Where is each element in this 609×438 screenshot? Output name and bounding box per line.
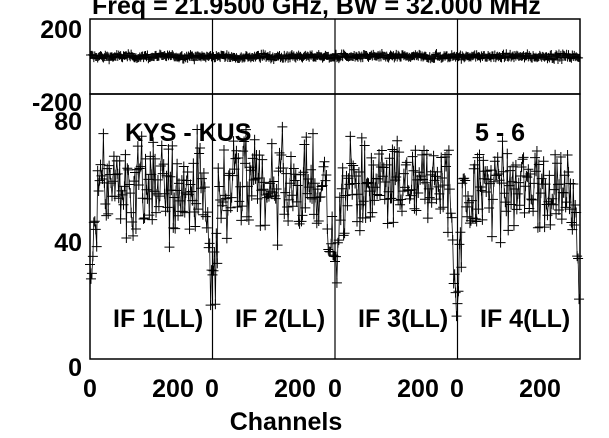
xtick-label: 0	[450, 375, 464, 403]
xtick-label: 0	[83, 375, 97, 403]
amp-ytick-0: 0	[68, 354, 82, 382]
if-label: IF 3(LL)	[358, 305, 448, 333]
baseline-label: KYS - KUS	[125, 119, 251, 147]
phase-point	[557, 56, 566, 65]
if-label: IF 1(LL)	[113, 305, 203, 333]
amp-series-line	[334, 136, 457, 317]
xtick-label: 200	[152, 375, 194, 403]
amp-ytick-80: 80	[54, 108, 82, 136]
xtick-label: 0	[205, 375, 219, 403]
phase-ytick-200: 200	[40, 16, 82, 44]
phase-point	[575, 53, 584, 62]
amp-series-line	[89, 129, 212, 306]
phase-series	[86, 48, 584, 65]
antenna-label: 5 - 6	[475, 119, 525, 147]
x-axis-label: Channels	[230, 408, 343, 436]
amp-series-line	[212, 126, 335, 305]
xtick-label: 200	[397, 375, 439, 403]
amp-ytick-40: 40	[54, 229, 82, 257]
xtick-label: 200	[274, 375, 316, 403]
if-label: IF 4(LL)	[480, 305, 570, 333]
phase-ytick-neg200: -200	[32, 89, 82, 117]
xtick-label: 0	[328, 375, 342, 403]
chart-title: Freq = 21.9500 GHz, BW = 32.000 MHz	[92, 0, 541, 20]
if-label: IF 2(LL)	[235, 305, 325, 333]
amplitude-series	[85, 121, 585, 322]
phase-point	[573, 53, 582, 62]
amp-series-line	[457, 141, 580, 304]
phase-point	[520, 54, 529, 63]
phase-point	[190, 56, 199, 65]
xtick-label: 200	[519, 375, 561, 403]
